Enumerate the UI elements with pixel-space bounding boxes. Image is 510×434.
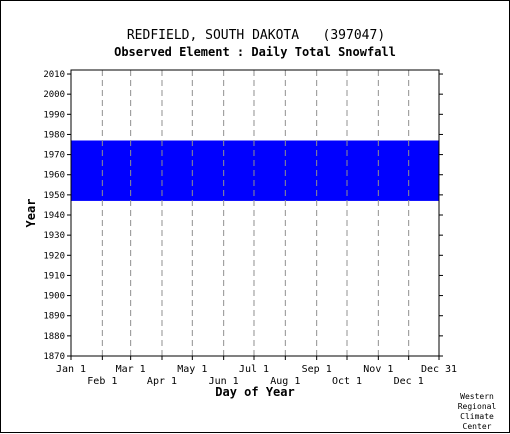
y-tick-label-9: 1960 — [43, 171, 65, 181]
grid-lines — [101, 70, 410, 356]
y-tick-label-0: 1870 — [43, 352, 65, 362]
x-top-tick-label-6: Dec 31 — [421, 364, 457, 375]
x-top-tick-label-2: May 1 — [177, 364, 207, 375]
y-tick-label-6: 1930 — [43, 231, 65, 241]
coverage-block-0 — [71, 140, 439, 201]
x-top-tick-label-5: Nov 1 — [363, 364, 393, 375]
y-tick-label-2: 1890 — [43, 312, 65, 322]
y-tick-label-4: 1910 — [43, 271, 65, 281]
credit-line-2: Regional — [458, 402, 497, 411]
y-tick-label-3: 1900 — [43, 292, 65, 302]
x-bottom-tick-label-3: Aug 1 — [270, 376, 300, 387]
y-axis-ticks: 1870 1880 1890 1900 1910 1920 1930 1940 1950 1960… — [43, 70, 443, 362]
y-tick-label-13: 2000 — [43, 90, 65, 100]
x-bottom-tick-label-2: Jun 1 — [209, 376, 239, 387]
chart-title: REDFIELD, SOUTH DAKOTA (397047) — [127, 28, 385, 43]
x-axis-label: Day of Year — [215, 385, 294, 399]
y-tick-label-8: 1950 — [43, 191, 65, 201]
y-tick-label-7: 1940 — [43, 211, 65, 221]
plot-border — [70, 69, 440, 357]
x-top-tick-label-0: Jan 1 — [56, 364, 86, 375]
credit-line-1: Western — [460, 392, 494, 401]
x-top-tick-label-4: Sep 1 — [302, 364, 332, 375]
chart-subtitle: Observed Element : Daily Total Snowfall — [114, 45, 396, 59]
y-tick-label-1: 1880 — [43, 332, 65, 342]
credit-line-3: Climate — [460, 412, 494, 421]
y-tick-label-12: 1990 — [43, 110, 65, 120]
x-axis-ticks: Jan 1 Mar 1 May 1 Jul 1 Sep 1 Nov 1 Dec 31 Feb … — [56, 356, 457, 387]
y-axis-label: Year — [24, 199, 38, 228]
x-top-tick-label-3: Jul 1 — [239, 364, 269, 375]
y-tick-label-14: 2010 — [43, 70, 65, 80]
x-bottom-tick-label-0: Feb 1 — [87, 376, 117, 387]
y-tick-label-11: 1980 — [43, 130, 65, 140]
credit-line-4: Center — [463, 422, 492, 431]
x-bottom-tick-label-4: Oct 1 — [332, 376, 362, 387]
y-tick-label-5: 1920 — [43, 251, 65, 261]
plot-area — [70, 69, 440, 357]
data-coverage — [71, 140, 439, 201]
x-bottom-tick-label-5: Dec 1 — [394, 376, 424, 387]
y-tick-label-10: 1970 — [43, 151, 65, 161]
x-bottom-tick-label-1: Apr 1 — [147, 376, 177, 387]
x-top-tick-label-1: Mar 1 — [116, 364, 146, 375]
